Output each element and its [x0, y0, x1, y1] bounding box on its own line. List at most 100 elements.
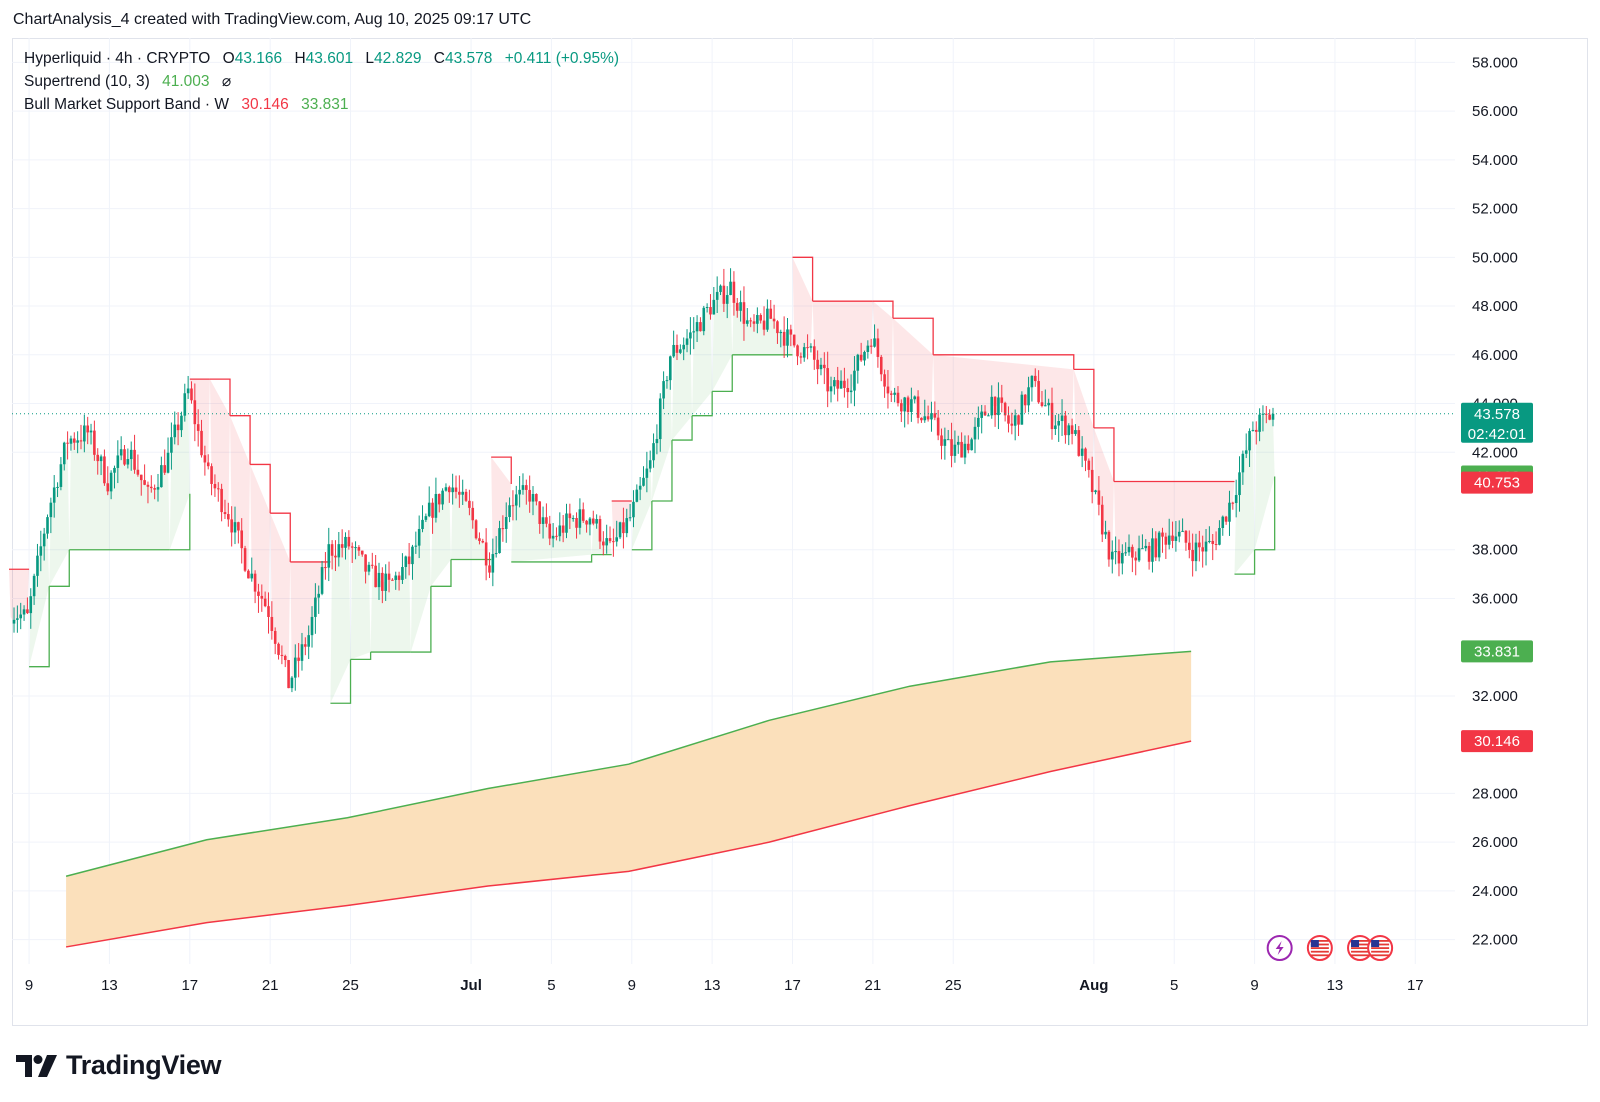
us-flag-icon-stripe: [1310, 947, 1329, 949]
supertrend-up-fill: [1254, 414, 1275, 550]
candle-body: [782, 331, 786, 346]
candle-body: [421, 519, 424, 529]
legend-supertrend-value: 41.003: [162, 73, 210, 90]
candle-body: [598, 519, 602, 542]
y-tick-label: 24.000: [1472, 883, 1518, 900]
lightning-icon-bolt: [1275, 941, 1284, 955]
candle-body: [655, 439, 659, 444]
candle-body: [223, 512, 227, 515]
x-tick-label: 9: [628, 977, 636, 994]
candle-body: [52, 487, 56, 503]
supertrend-up-line: [671, 415, 693, 441]
candle-body: [334, 555, 337, 558]
us-flag-icon-stripe: [1371, 954, 1390, 957]
legend-ohlc-row[interactable]: Hyperliquid · 4h · CRYPTO O43.166 H43.60…: [24, 47, 619, 70]
bmsb-upper-line: [65, 650, 1192, 877]
candle-body: [511, 505, 515, 507]
candle-body: [1110, 551, 1114, 560]
candle-body: [987, 415, 990, 417]
candle-body: [414, 545, 418, 547]
candle-body: [66, 442, 69, 444]
candle-body: [672, 344, 675, 357]
candle-body: [1070, 425, 1074, 434]
supertrend-down-fill: [792, 257, 813, 357]
candle-body: [173, 424, 177, 438]
supertrend-down-fill: [491, 457, 512, 564]
supertrend-up-fill: [651, 368, 672, 501]
candle-body: [12, 619, 16, 624]
y-tick-label: 38.000: [1472, 542, 1518, 559]
supertrend-up-line: [430, 559, 452, 587]
supertrend-up-line: [1254, 476, 1276, 551]
candle-body: [869, 345, 873, 347]
candle-body: [170, 437, 173, 453]
candle-body: [1204, 541, 1208, 552]
candle-body: [742, 302, 746, 324]
legend-supertrend-row[interactable]: Supertrend (10, 3) 41.003 ⌀: [24, 70, 619, 93]
candle-body: [1268, 414, 1271, 420]
candle-body: [290, 677, 294, 689]
candle-body: [762, 320, 766, 330]
candle-body: [705, 307, 709, 309]
tradingview-logo-icon: [16, 1054, 57, 1077]
supertrend-up-fill: [591, 521, 612, 555]
us-flag-icon-stripe: [1351, 954, 1370, 957]
candle-body: [1010, 423, 1014, 426]
candle-body: [1064, 415, 1067, 436]
candle-body: [1067, 425, 1071, 436]
candle-body: [190, 388, 193, 401]
candle-body: [387, 573, 391, 580]
candle-body: [1201, 547, 1204, 552]
eye-off-icon[interactable]: ⌀: [221, 73, 232, 90]
candle-body: [1104, 531, 1107, 535]
candle-body: [89, 430, 93, 433]
candle-body: [176, 424, 180, 431]
candle-body: [632, 501, 635, 518]
lightning-icon[interactable]: [1266, 935, 1293, 961]
candle-body: [635, 489, 639, 502]
candle-body: [1087, 460, 1091, 470]
y-tick-label: 36.000: [1472, 590, 1518, 607]
supertrend-down-line: [1093, 427, 1115, 482]
candle-body: [283, 655, 287, 661]
candle-body: [521, 485, 525, 490]
candle-body: [357, 547, 361, 551]
supertrend-up-line: [1234, 549, 1256, 575]
candle-body: [1248, 430, 1251, 451]
candle-body: [391, 579, 394, 581]
y-tick-label: 54.000: [1472, 152, 1518, 169]
candle-body: [133, 449, 136, 470]
candle-body: [1084, 448, 1087, 461]
candle-body: [826, 368, 829, 392]
y-tick-label: 50.000: [1472, 249, 1518, 266]
candle-body: [772, 318, 776, 322]
candle-body: [186, 388, 190, 394]
candle-body: [1234, 495, 1238, 504]
legend-bmsb-row[interactable]: Bull Market Support Band · W 30.146 33.8…: [24, 93, 619, 116]
us-flag-icon-canton: [1371, 940, 1380, 947]
candle-body: [977, 417, 980, 427]
candle-body: [240, 530, 244, 549]
candle-body: [816, 359, 819, 370]
tradingview-brand[interactable]: TradingView: [16, 1050, 222, 1081]
candle-body: [287, 660, 290, 689]
y-tick-label: 22.000: [1472, 932, 1518, 949]
candle-body: [535, 494, 538, 502]
candle-body: [946, 439, 950, 441]
candle-body: [1033, 375, 1037, 382]
candle-body: [1211, 540, 1215, 545]
candle-body: [1131, 546, 1134, 558]
x-tick-label: 21: [262, 977, 279, 994]
us-flag-icon[interactable]: [1306, 935, 1333, 961]
bmsb-fill: [66, 651, 1192, 947]
candle-body: [1271, 413, 1275, 420]
candle-body: [1141, 548, 1144, 550]
candle-body: [1187, 542, 1191, 550]
candle-body: [648, 460, 652, 469]
x-tick-label: 13: [1327, 977, 1344, 994]
candle-body: [839, 380, 843, 389]
candle-body: [434, 493, 438, 518]
us-flag-icon[interactable]: [1367, 935, 1394, 961]
candle-body: [675, 344, 679, 353]
